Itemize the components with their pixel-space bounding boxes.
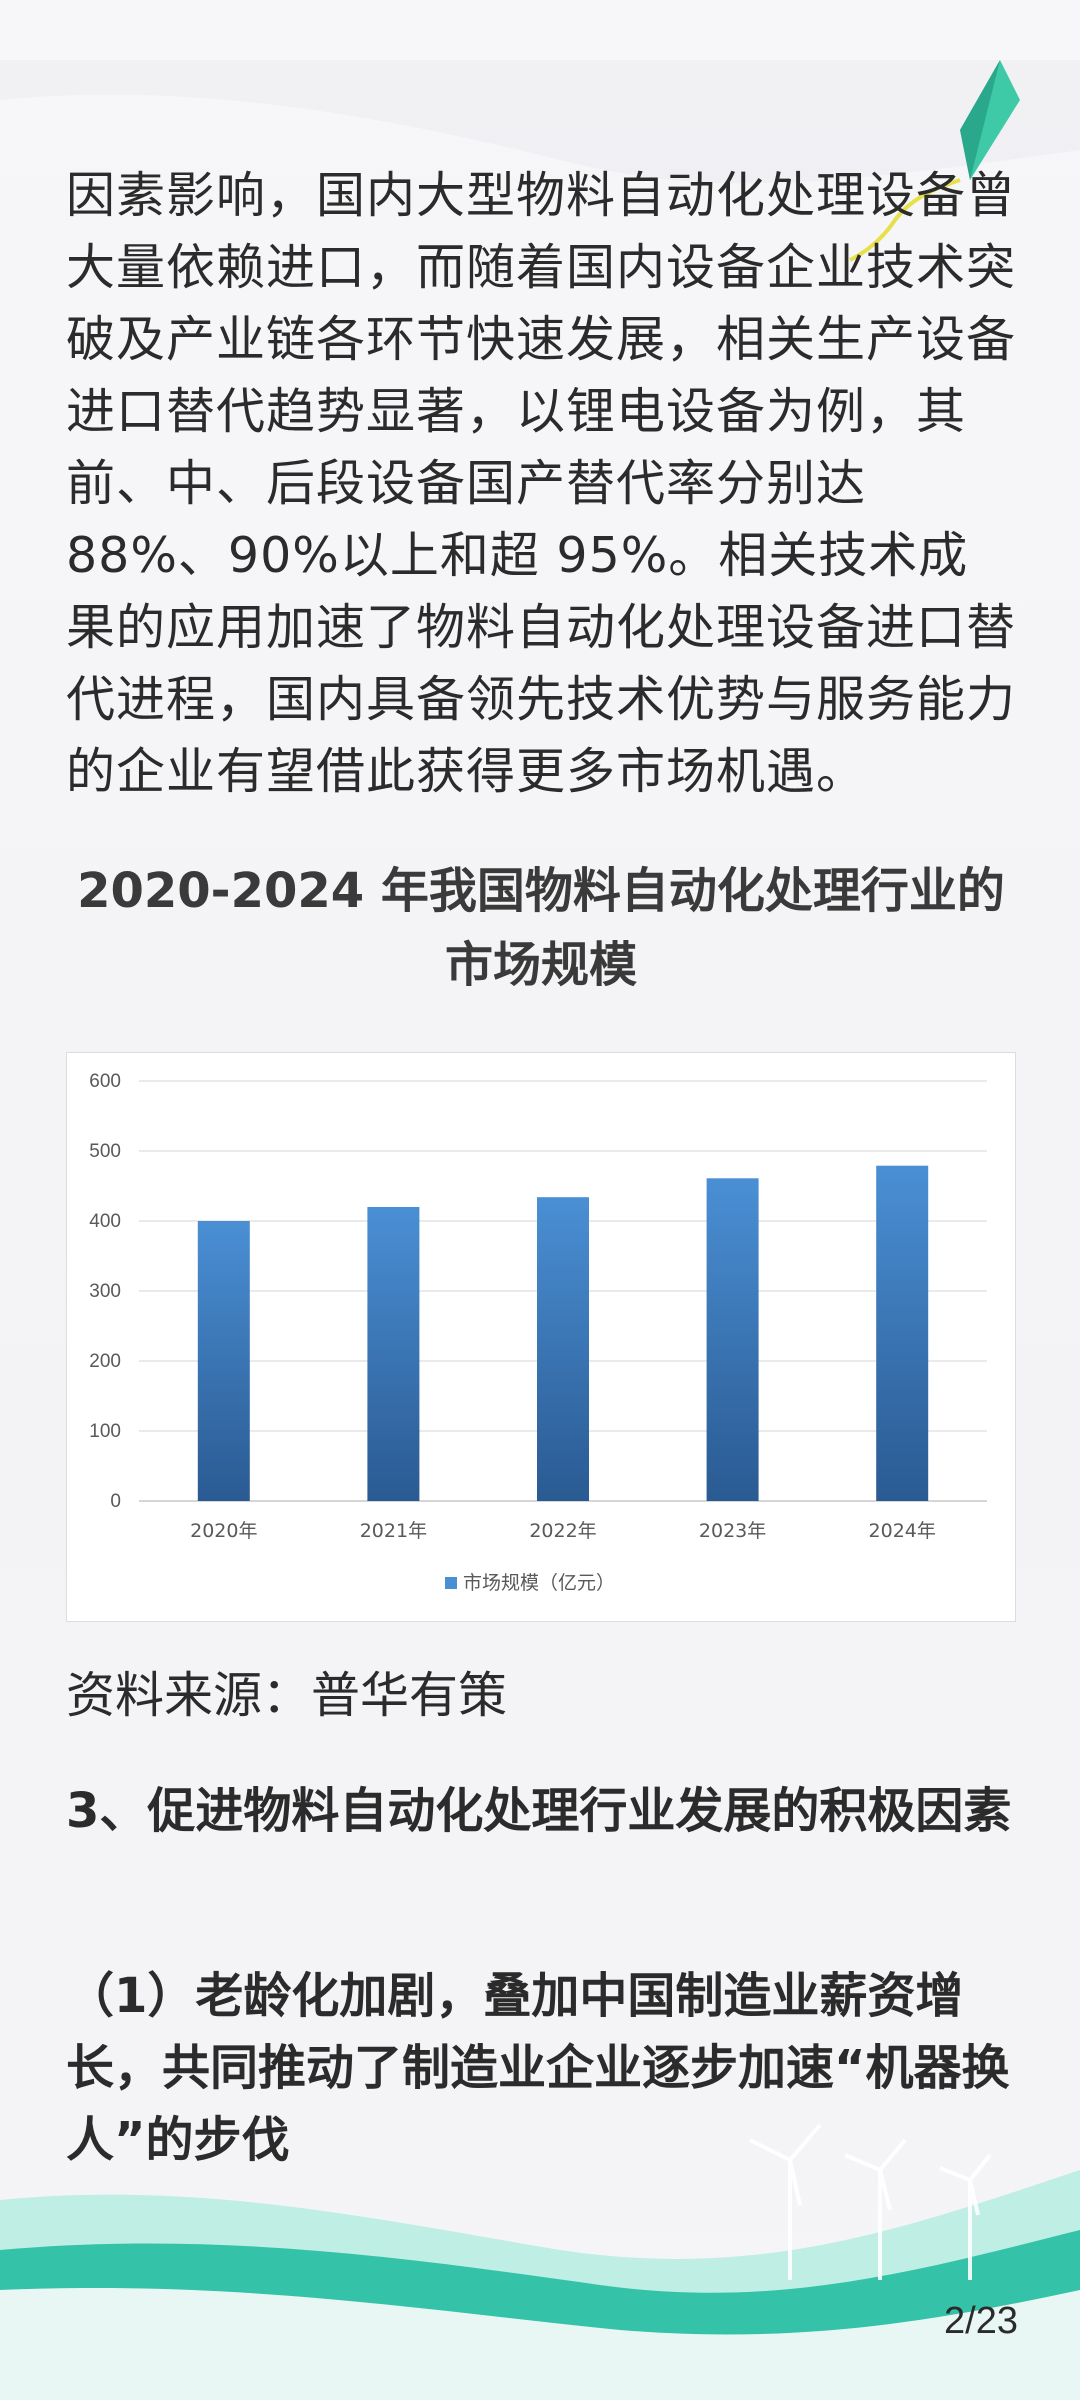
y-tick-label: 500: [89, 1141, 121, 1162]
sub-heading: （1）老龄化加剧，叠加中国制造业薪资增长，共同推动了制造业企业逐步加速“机器换人…: [66, 1968, 1010, 2168]
background-swoosh: [0, 60, 1080, 184]
intro-paragraph: 因素影响，国内大型物料自动化处理设备曾大量依赖进口，而随着国内设备企业技术突破及…: [66, 167, 1017, 800]
y-tick-label: 100: [89, 1421, 121, 1442]
x-tick-label: 2022年: [529, 1520, 596, 1542]
y-tick-label: 0: [110, 1491, 121, 1512]
x-tick-label: 2020年: [190, 1520, 257, 1542]
bar-2024年: [876, 1165, 929, 1501]
market-size-chart: 0 100 200 300 400 500 600 2020年 2021年 2022年 2023年…: [66, 1052, 1016, 1622]
y-tick-label: 300: [89, 1281, 121, 1302]
wind-turbines-icon: [749, 2123, 992, 2280]
data-source: 资料来源：普华有策: [66, 1667, 508, 1724]
kite-tail-icon: [849, 178, 961, 262]
bar-2021年: [367, 1207, 420, 1501]
footer-wave: [0, 2170, 1080, 2400]
bar-chart-svg: 0 100 200 300 400 500 600 2020年 2021年 2022年 2023年…: [89, 1071, 987, 1594]
y-tick-label: 400: [89, 1211, 121, 1232]
section-heading: 3、促进物料自动化处理行业发展的积极因素: [66, 1783, 1012, 1839]
legend-label: 市场规模（亿元）: [463, 1572, 615, 1594]
y-tick-label: 200: [89, 1351, 121, 1372]
page-number: 2/23: [944, 2300, 1018, 2342]
x-tick-label: 2023年: [699, 1520, 766, 1542]
x-tick-label: 2021年: [360, 1520, 427, 1542]
y-tick-label: 600: [89, 1071, 121, 1092]
chart-title: 2020-2024 年我国物料自动化处理行业的市场规模: [77, 863, 1005, 993]
kite-icon: [960, 60, 1020, 180]
bar-2023年: [706, 1178, 759, 1501]
legend-swatch: [445, 1577, 457, 1589]
bar-2022年: [537, 1197, 589, 1501]
bar-2020年: [197, 1221, 250, 1501]
x-tick-label: 2024年: [869, 1520, 936, 1542]
